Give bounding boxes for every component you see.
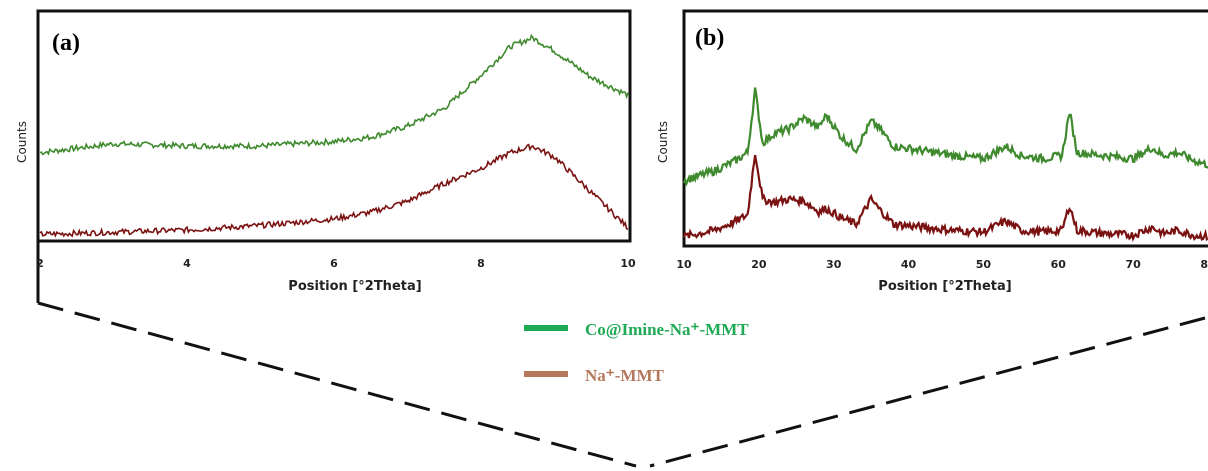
- panel-b-series-co-imine-line: [682, 87, 1208, 187]
- panel-a-series-na-mmt-line: [39, 143, 629, 238]
- panel-a-xtick-label: 10: [620, 257, 636, 270]
- panel-a-xtick-label: 4: [183, 257, 191, 270]
- panel-b-xtick-label: 60: [1051, 258, 1067, 271]
- panel-a-label: (a): [52, 30, 80, 56]
- panel-b-xlabel: Position [°2Theta]: [878, 279, 1011, 294]
- panel-a-chart: (a) Counts Position [°2Theta] 2 4 6 8 10: [15, 9, 636, 294]
- panel-b-xtick-label: 20: [751, 258, 767, 271]
- panel-b-xtick-label: 10: [676, 258, 692, 271]
- panel-a-xtick-label: 2: [36, 257, 44, 270]
- panel-b-xtick-label: 80: [1200, 258, 1208, 271]
- panel-a-frame: [36, 9, 632, 243]
- panel-b-label: (b): [695, 25, 724, 51]
- panel-b-xtick-label: 30: [826, 258, 842, 271]
- legend-swatch-brown: [524, 371, 568, 377]
- panel-a-ylabel: Counts: [15, 121, 29, 163]
- panel-a-xtick-label: 8: [477, 257, 485, 270]
- panel-a-xtick-label: 6: [330, 257, 338, 270]
- dashed-connector-right: [649, 316, 1206, 468]
- panel-b-xtick-label: 40: [901, 258, 917, 271]
- legend-swatch-green: [524, 325, 568, 331]
- panel-b-ylabel: Counts: [656, 121, 670, 163]
- panel-a-series-co-imine-line: [39, 33, 629, 156]
- dashed-connector-left: [37, 301, 637, 468]
- panel-a-xlabel: Position [°2Theta]: [288, 279, 421, 294]
- panel-b-frame: [682, 9, 1208, 248]
- legend: Co@Imine-Na⁺-MMT Na⁺-MMT: [524, 320, 749, 385]
- panel-b-xtick-label: 50: [976, 258, 992, 271]
- panel-b-xtick-label: 70: [1125, 258, 1141, 271]
- legend-label-brown: Na⁺-MMT: [585, 366, 665, 385]
- panel-b-chart: (b) Counts Position [°2Theta] 10 20 30 40 50…: [656, 9, 1208, 294]
- legend-label-green: Co@Imine-Na⁺-MMT: [585, 320, 749, 339]
- panel-b-series-na-mmt-line: [682, 154, 1208, 243]
